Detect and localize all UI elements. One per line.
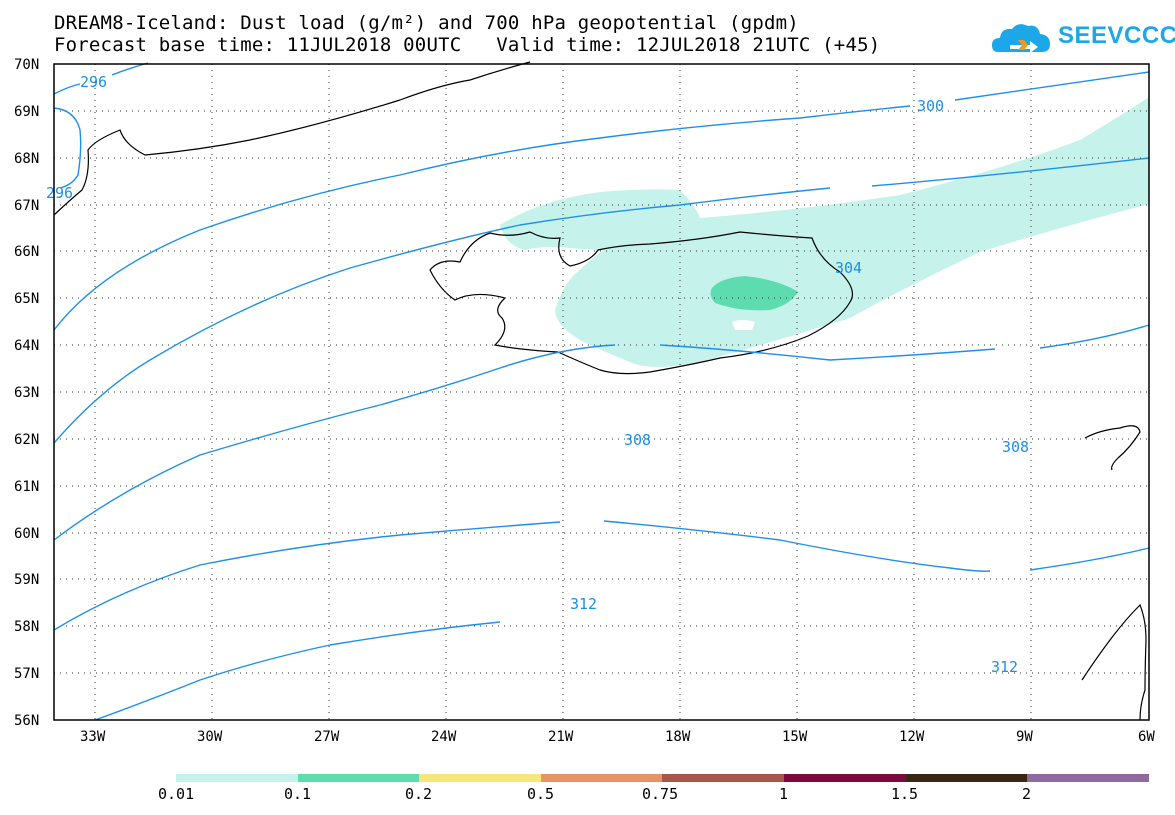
legend-label: 2 [1022, 785, 1031, 803]
greenland-coast [53, 61, 531, 216]
lat-label: 66N [14, 244, 39, 260]
legend-swatch [662, 774, 784, 782]
contour-312-lower [94, 621, 501, 721]
legend-swatch [176, 774, 298, 782]
contour-label: 308 [624, 431, 651, 449]
lon-label: 9W [1016, 729, 1033, 745]
legend-label: 1.5 [891, 785, 918, 803]
cloud-icon [992, 24, 1050, 53]
scotland-coast [1081, 603, 1147, 721]
contour-308 [53, 324, 1150, 541]
legend-label: 0.2 [405, 785, 432, 803]
color-legend: 0.01 0.1 0.2 0.5 0.75 1 1.5 2 [158, 774, 1149, 803]
lon-label: 21W [548, 729, 574, 745]
longitude-axis: 33W 30W 27W 24W 21W 18W 15W 12W 9W 6W [80, 729, 1155, 745]
legend-swatch [298, 774, 419, 782]
lon-label: 33W [80, 729, 106, 745]
contour-300 [53, 71, 1150, 331]
legend-swatch [419, 774, 541, 782]
dust-load-area [500, 97, 1149, 367]
lon-label: 12W [899, 729, 925, 745]
legend-label: 0.1 [284, 785, 311, 803]
lat-label: 59N [14, 572, 39, 588]
lat-label: 56N [14, 713, 39, 729]
lat-label: 64N [14, 338, 39, 354]
lat-label: 70N [14, 57, 39, 73]
contour-304 [53, 157, 1150, 444]
legend-label: 1 [779, 785, 788, 803]
faroe-coast [1084, 425, 1141, 471]
lon-label: 18W [665, 729, 691, 745]
lat-label: 69N [14, 104, 39, 120]
logo-text: SEEVCCC [1058, 22, 1175, 49]
graticule [54, 64, 1149, 720]
lon-label: 24W [431, 729, 457, 745]
contour-label: 308 [1002, 438, 1029, 456]
lon-label: 15W [782, 729, 808, 745]
lat-label: 63N [14, 385, 39, 401]
iceland-coast [429, 231, 853, 375]
legend-label: 0.5 [527, 785, 554, 803]
map-frame [53, 63, 1150, 721]
contour-label: 296 [46, 184, 73, 202]
coastlines [53, 61, 1147, 721]
legend-swatch [784, 774, 906, 782]
lat-label: 61N [14, 479, 39, 495]
lat-label: 65N [14, 291, 39, 307]
contour-312 [53, 520, 1150, 631]
lat-label: 58N [14, 619, 39, 635]
map-title: DREAM8-Iceland: Dust load (g/m²) and 700… [54, 12, 799, 34]
lat-label: 68N [14, 151, 39, 167]
legend-label: 0.01 [158, 785, 194, 803]
contour-label: 296 [80, 73, 107, 91]
lat-label: 67N [14, 198, 39, 214]
lon-label: 27W [314, 729, 340, 745]
geopotential-contours [53, 62, 1150, 721]
contour-label: 304 [835, 259, 862, 277]
legend-label: 0.75 [642, 785, 678, 803]
lat-label: 60N [14, 526, 39, 542]
lon-label: 6W [1138, 729, 1155, 745]
contour-label: 312 [570, 595, 597, 613]
contour-296-left [53, 107, 82, 189]
lat-label: 62N [14, 432, 39, 448]
lat-label: 57N [14, 666, 39, 682]
contour-label: 312 [991, 658, 1018, 676]
legend-swatch [1027, 774, 1149, 782]
latitude-axis: 70N 69N 68N 67N 66N 65N 64N 63N 62N 61N … [14, 57, 39, 729]
map-subtitle: Forecast base time: 11JUL2018 00UTC Vali… [54, 34, 881, 56]
contour-label: 300 [917, 97, 944, 115]
lon-label: 30W [197, 729, 223, 745]
legend-swatch [541, 774, 662, 782]
legend-swatch [906, 774, 1027, 782]
